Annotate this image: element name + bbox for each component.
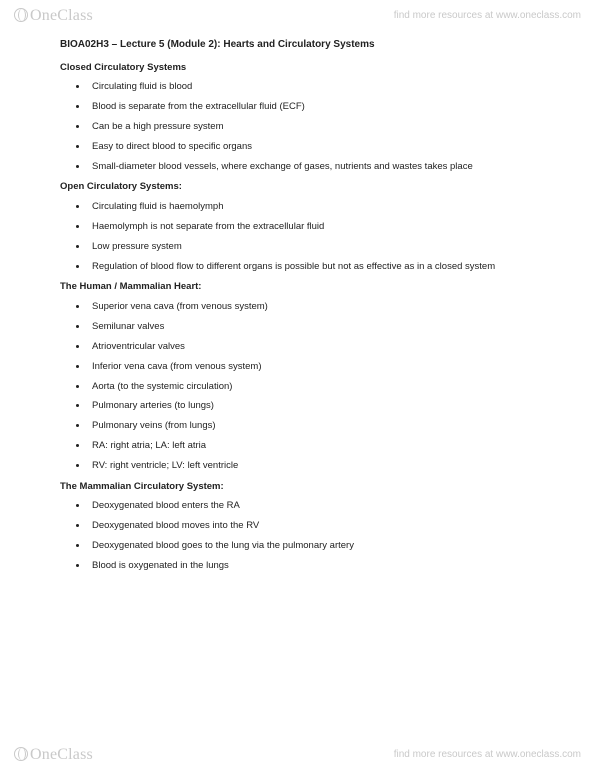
- list-item: Deoxygenated blood moves into the RV: [88, 520, 545, 533]
- document-title: BIOA02H3 – Lecture 5 (Module 2): Hearts …: [60, 38, 545, 52]
- list-item: Circulating fluid is haemolymph: [88, 201, 545, 214]
- list-item: Regulation of blood flow to different or…: [88, 261, 545, 274]
- section-heading: Open Circulatory Systems:: [60, 181, 545, 194]
- brand-text-2: Class: [57, 746, 93, 763]
- list-item: Inferior vena cava (from venous system): [88, 361, 545, 374]
- bullet-list: Superior vena cava (from venous system) …: [60, 301, 545, 472]
- list-item: Can be a high pressure system: [88, 121, 545, 134]
- bullet-list: Circulating fluid is blood Blood is sepa…: [60, 81, 545, 173]
- globe-icon: [14, 747, 28, 761]
- document-body: BIOA02H3 – Lecture 5 (Module 2): Hearts …: [60, 38, 545, 732]
- list-item: Pulmonary veins (from lungs): [88, 420, 545, 433]
- bullet-list: Circulating fluid is haemolymph Haemolym…: [60, 201, 545, 273]
- page-header: OneClass find more resources at www.onec…: [0, 0, 595, 31]
- footer-tagline: find more resources at www.oneclass.com: [394, 749, 581, 760]
- brand-text-2: Class: [57, 7, 93, 24]
- section-heading: Closed Circulatory Systems: [60, 62, 545, 75]
- list-item: Low pressure system: [88, 241, 545, 254]
- list-item: RV: right ventricle; LV: left ventricle: [88, 460, 545, 473]
- list-item: Superior vena cava (from venous system): [88, 301, 545, 314]
- list-item: RA: right atria; LA: left atria: [88, 440, 545, 453]
- list-item: Deoxygenated blood enters the RA: [88, 500, 545, 513]
- list-item: Haemolymph is not separate from the extr…: [88, 221, 545, 234]
- section-heading: The Mammalian Circulatory System:: [60, 481, 545, 494]
- brand-text-1: One: [30, 7, 57, 24]
- list-item: Atrioventricular valves: [88, 341, 545, 354]
- list-item: Blood is separate from the extracellular…: [88, 101, 545, 114]
- list-item: Easy to direct blood to specific organs: [88, 141, 545, 154]
- list-item: Pulmonary arteries (to lungs): [88, 400, 545, 413]
- list-item: Circulating fluid is blood: [88, 81, 545, 94]
- brand-text-1: One: [30, 746, 57, 763]
- list-item: Aorta (to the systemic circulation): [88, 381, 545, 394]
- list-item: Semilunar valves: [88, 321, 545, 334]
- list-item: Blood is oxygenated in the lungs: [88, 560, 545, 573]
- brand-logo: OneClass: [14, 745, 93, 764]
- bullet-list: Deoxygenated blood enters the RA Deoxyge…: [60, 500, 545, 572]
- page-footer: OneClass find more resources at www.onec…: [0, 739, 595, 770]
- header-tagline: find more resources at www.oneclass.com: [394, 10, 581, 21]
- brand-logo: OneClass: [14, 6, 93, 25]
- globe-icon: [14, 8, 28, 22]
- section-heading: The Human / Mammalian Heart:: [60, 281, 545, 294]
- list-item: Small-diameter blood vessels, where exch…: [88, 161, 545, 174]
- list-item: Deoxygenated blood goes to the lung via …: [88, 540, 545, 553]
